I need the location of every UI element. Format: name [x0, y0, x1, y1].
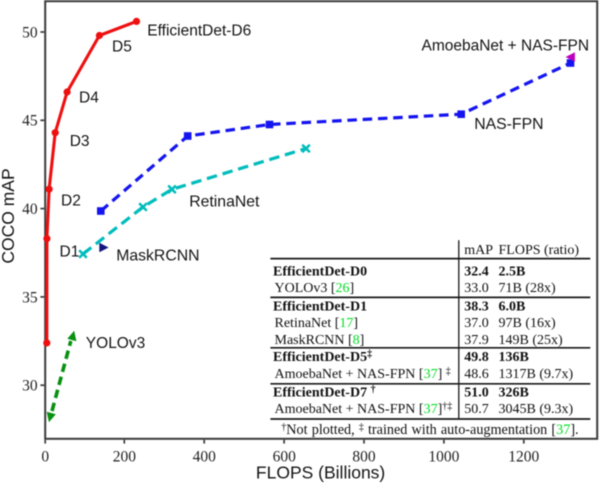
svg-text:326B: 326B: [499, 386, 529, 401]
svg-text:6.0B: 6.0B: [499, 299, 526, 314]
svg-text:51.0: 51.0: [464, 386, 489, 401]
svg-text:RetinaNet [17]: RetinaNet [17]: [275, 316, 359, 331]
svg-text:50.7: 50.7: [464, 402, 489, 417]
svg-text:MaskRCNN [8]: MaskRCNN [8]: [275, 333, 365, 348]
svg-text:600: 600: [273, 448, 297, 465]
svg-text:YOLOv3 [26]: YOLOv3 [26]: [275, 281, 355, 296]
svg-text:71B (28x): 71B (28x): [499, 281, 557, 296]
svg-text:32.4: 32.4: [464, 264, 489, 279]
svg-text:40: 40: [22, 201, 38, 218]
svg-text:EfficientDet-D5‡: EfficientDet-D5‡: [273, 349, 372, 365]
svg-text:2.5B: 2.5B: [499, 264, 526, 279]
svg-text:AmoebaNet + NAS-FPN [37] ‡: AmoebaNet + NAS-FPN [37] ‡: [275, 366, 451, 382]
svg-text:1200: 1200: [508, 448, 539, 465]
svg-text:mAP: mAP: [464, 243, 493, 258]
svg-text:97B (16x): 97B (16x): [499, 316, 557, 331]
svg-text:AmoebaNet + NAS-FPN: AmoebaNet + NAS-FPN: [422, 37, 590, 54]
svg-text:49.8: 49.8: [464, 350, 489, 365]
svg-text:†Not plotted, ‡ trained with a: †Not plotted, ‡ trained with auto-augmen…: [281, 422, 578, 438]
svg-text:AmoebaNet + NAS-FPN [37]†‡: AmoebaNet + NAS-FPN [37]†‡: [275, 401, 453, 417]
svg-text:EfficientDet-D6: EfficientDet-D6: [147, 22, 251, 39]
svg-text:1317B (9.7x): 1317B (9.7x): [499, 367, 574, 382]
svg-text:0: 0: [41, 448, 49, 465]
svg-text:30: 30: [22, 378, 38, 395]
svg-text:COCO mAP: COCO mAP: [0, 168, 18, 263]
svg-text:136B: 136B: [499, 350, 529, 365]
svg-text:YOLOv3: YOLOv3: [86, 335, 145, 352]
svg-text:D4: D4: [79, 90, 99, 107]
svg-text:38.3: 38.3: [464, 299, 489, 314]
svg-text:200: 200: [113, 448, 137, 465]
svg-text:45: 45: [22, 113, 38, 130]
svg-text:MaskRCNN: MaskRCNN: [116, 247, 199, 264]
svg-text:149B (25x): 149B (25x): [499, 333, 564, 348]
svg-text:50: 50: [22, 24, 38, 41]
svg-text:FLOPS (ratio): FLOPS (ratio): [499, 243, 580, 258]
svg-text:RetinaNet: RetinaNet: [189, 193, 260, 210]
svg-text:EfficientDet-D0: EfficientDet-D0: [273, 264, 367, 279]
svg-text:EfficientDet-D7 †: EfficientDet-D7 †: [273, 385, 376, 401]
svg-text:37.0: 37.0: [464, 316, 489, 331]
svg-text:NAS-FPN: NAS-FPN: [474, 116, 543, 133]
svg-text:D3: D3: [70, 133, 90, 150]
svg-text:EfficientDet-D1: EfficientDet-D1: [273, 299, 367, 314]
svg-text:35: 35: [22, 289, 38, 306]
svg-text:FLOPS (Billions): FLOPS (Billions): [256, 462, 385, 482]
svg-text:D5: D5: [112, 39, 132, 56]
svg-text:33.0: 33.0: [464, 281, 489, 296]
svg-text:3045B (9.3x): 3045B (9.3x): [499, 402, 574, 417]
svg-text:37.9: 37.9: [464, 333, 489, 348]
svg-text:1000: 1000: [428, 448, 459, 465]
svg-text:800: 800: [352, 448, 376, 465]
svg-text:D2: D2: [61, 193, 81, 210]
svg-text:400: 400: [193, 448, 217, 465]
svg-text:D1: D1: [60, 244, 80, 261]
svg-text:48.6: 48.6: [464, 367, 489, 382]
